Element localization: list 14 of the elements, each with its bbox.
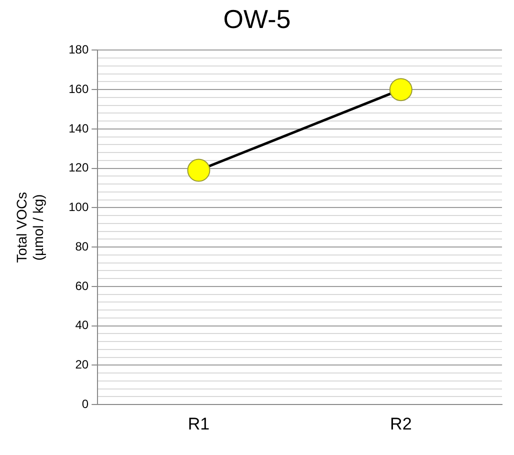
x-tick-label: R2 bbox=[390, 414, 412, 434]
y-tick-label: 80 bbox=[75, 239, 89, 254]
x-tick-label: R1 bbox=[188, 414, 210, 434]
y-tick-label: 160 bbox=[68, 82, 89, 96]
y-tick-label: 180 bbox=[68, 42, 89, 57]
y-tick-label: 120 bbox=[68, 160, 89, 175]
y-tick-label: 140 bbox=[68, 121, 89, 136]
y-tick-label: 20 bbox=[75, 358, 89, 372]
y-axis-title: Total VOCs (µmol / kg) bbox=[13, 192, 46, 263]
chart-title: OW-5 bbox=[223, 4, 291, 34]
y-tick-label: 0 bbox=[82, 396, 89, 411]
y-tick-label: 60 bbox=[75, 278, 89, 293]
y-tick-label: 100 bbox=[68, 200, 89, 214]
y-tick-label: 40 bbox=[75, 318, 89, 332]
